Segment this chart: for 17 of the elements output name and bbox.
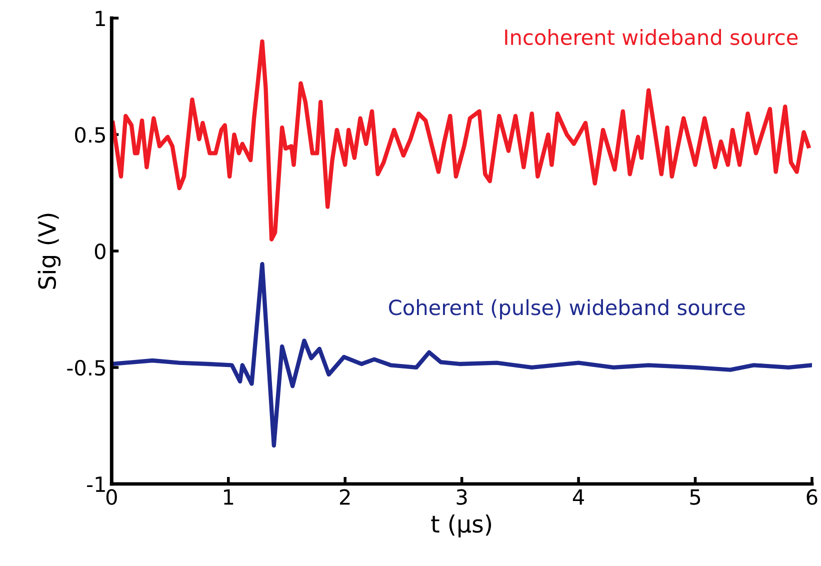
y-tick-label: 1: [96, 10, 105, 26]
x-axis-title: t (μs): [431, 514, 492, 538]
text: Incoherent wideband source: [505, 28, 798, 46]
line-series: [112, 262, 812, 448]
x-tick-label: 5: [690, 489, 700, 505]
y-tick-label: 0.5: [75, 127, 105, 143]
y-tick-label: -1: [87, 476, 105, 492]
x-tick-label: 0: [106, 489, 117, 505]
x-tick-label: 3: [456, 489, 467, 505]
x-tick-label: 6: [806, 489, 818, 505]
y-tick-label: 0: [94, 243, 106, 260]
x-tick-label: 1: [224, 489, 234, 505]
y-axis-title: Sig (V): [38, 214, 61, 289]
x-tick-label: 4: [572, 489, 584, 505]
y-tick-label: -0.5: [67, 360, 105, 376]
text: Coherent (pulse) wideband source: [388, 299, 745, 320]
x-tick-label: 2: [340, 489, 350, 505]
